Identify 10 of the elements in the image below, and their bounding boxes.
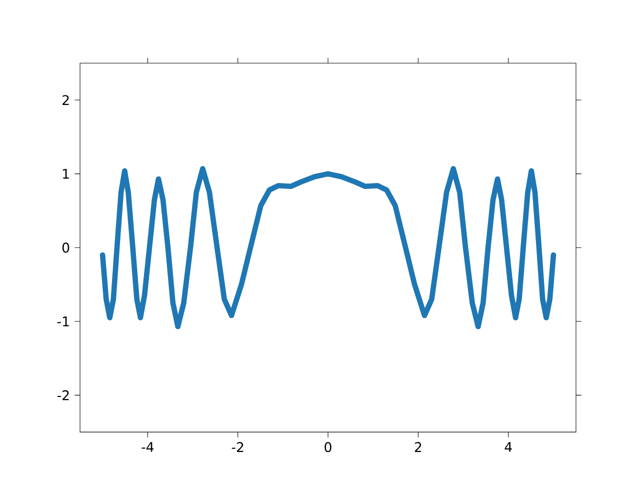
y-tick-label: -1 <box>57 316 69 326</box>
x-tick-label: -4 <box>142 442 154 452</box>
y-tick-label: -2 <box>57 390 69 400</box>
x-tick-label: 0 <box>324 442 332 452</box>
x-tick-label: -2 <box>232 442 244 452</box>
x-tick-label: 2 <box>414 442 422 452</box>
y-tick-label: 2 <box>62 95 69 105</box>
y-tick-label: 1 <box>63 168 69 179</box>
x-tick-label: 4 <box>504 442 512 452</box>
y-tick-label: 0 <box>62 242 70 253</box>
